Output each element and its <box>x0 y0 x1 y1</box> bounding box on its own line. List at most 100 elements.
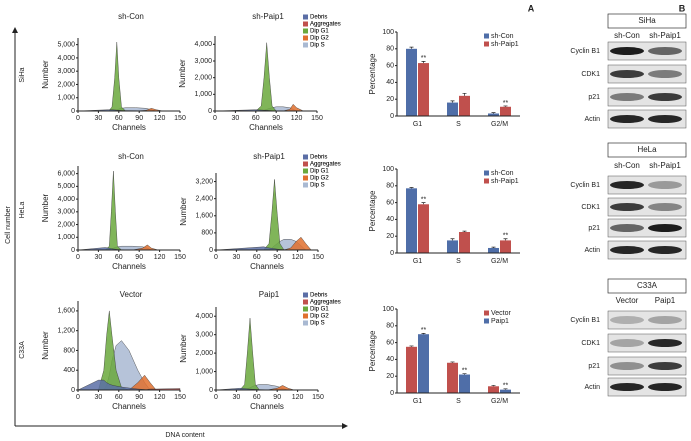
y-tick-label: 5,000 <box>57 183 75 190</box>
x-tick-label: 120 <box>154 394 166 401</box>
band <box>610 115 644 123</box>
x-tick-label: 120 <box>154 115 166 122</box>
blot-strip <box>607 87 687 107</box>
x-tick-label: 60 <box>252 115 260 122</box>
legend-label: Aggregates <box>310 162 341 168</box>
x-tick-label: 0 <box>76 254 80 261</box>
lane-label: sh-Con <box>614 31 640 40</box>
protein-label: p21 <box>588 94 600 101</box>
legend-label: sh-Con <box>491 33 514 40</box>
band <box>648 181 682 189</box>
x-tick-label: 120 <box>291 115 303 122</box>
significance: ** <box>503 233 509 240</box>
y-tick-label: 3,200 <box>195 178 213 185</box>
y-axis-label: Percentage <box>368 190 377 231</box>
y-tick-label: 0 <box>208 108 212 115</box>
x-tick-label: 150 <box>311 115 323 122</box>
x-tick-label: 150 <box>174 394 186 401</box>
x-tick-label: 60 <box>115 115 123 122</box>
legend-label: Debris <box>310 15 327 21</box>
panel-label: B <box>679 3 686 13</box>
legend-label: Dip S <box>310 321 325 327</box>
x-tick-label: 60 <box>115 254 123 261</box>
band <box>648 93 682 101</box>
error-bar <box>503 238 508 241</box>
error-bar <box>409 187 414 189</box>
x-axis-label: Channels <box>112 402 146 411</box>
legend-swatch <box>303 14 308 20</box>
legend-label: Dip S <box>310 321 325 327</box>
protein-label: Cyclin B1 <box>570 317 600 324</box>
y-tick-label: 4,000 <box>194 41 212 48</box>
legend-label: Aggregates <box>310 300 341 306</box>
error-bar <box>421 202 426 205</box>
legend-label: Dip G2 <box>310 36 329 42</box>
blot-strip <box>607 175 687 195</box>
row-label: C33A <box>19 341 26 359</box>
legend-swatch <box>303 313 308 319</box>
blot-strip <box>607 240 687 260</box>
y-tick-label: 0 <box>390 250 394 257</box>
x-tick-label: S <box>456 121 461 128</box>
error-bar <box>462 92 467 96</box>
legend-label: Dip S <box>310 43 325 49</box>
legend-swatch <box>484 41 489 47</box>
y-tick-label: 0 <box>71 108 75 115</box>
band <box>610 181 644 189</box>
legend-swatch <box>303 292 308 298</box>
y-tick-label: 1,000 <box>57 95 75 102</box>
blot-header: SiHa <box>638 16 656 25</box>
protein-label: p21 <box>588 363 600 370</box>
protein-label: Cyclin B1 <box>570 182 600 189</box>
y-tick-label: 6,000 <box>57 170 75 177</box>
legend-swatch <box>303 35 308 41</box>
chart-title: Vector <box>120 290 143 299</box>
y-axis-label: Number <box>179 197 188 226</box>
legend-swatch <box>303 320 308 326</box>
y-tick-label: 3,000 <box>194 58 212 65</box>
x-tick-label: 90 <box>135 115 143 122</box>
y-tick-label: 1,000 <box>57 234 75 241</box>
legend-label: Debris <box>310 155 327 161</box>
y-tick-label: 0 <box>71 387 75 394</box>
x-tick-label: 60 <box>253 254 261 261</box>
y-axis-label: Number <box>179 334 188 363</box>
y-tick-label: 60 <box>386 62 394 69</box>
error-bar <box>409 345 414 347</box>
y-tick-label: 0 <box>209 387 213 394</box>
legend-label: sh-Paip1 <box>491 178 519 185</box>
bar <box>459 374 470 393</box>
y-tick-label: 0 <box>390 113 394 120</box>
band <box>610 316 644 324</box>
legend-swatch <box>303 175 308 181</box>
band <box>648 339 682 347</box>
y-tick-label: 1,600 <box>195 213 213 220</box>
x-axis-label: Channels <box>250 262 284 271</box>
significance: ** <box>421 327 427 334</box>
protein-label: p21 <box>588 225 600 232</box>
y-tick-label: 60 <box>386 339 394 346</box>
y-tick-label: 20 <box>386 373 394 380</box>
x-tick-label: 30 <box>233 254 241 261</box>
x-tick-label: 30 <box>232 115 240 122</box>
y-tick-label: 80 <box>386 183 394 190</box>
x-tick-label: S <box>456 258 461 265</box>
x-tick-label: G2/M <box>491 398 508 405</box>
blot-strip <box>607 333 687 353</box>
legend-label: Debris <box>310 293 327 299</box>
blot-header-box <box>607 13 687 29</box>
lane-label: sh-Paip1 <box>649 161 681 170</box>
error-bar <box>450 361 455 363</box>
legend-label: Aggregates <box>310 22 341 28</box>
x-tick-label: 150 <box>174 254 186 261</box>
bar <box>447 362 458 393</box>
y-tick-label: 0 <box>209 247 213 254</box>
area <box>78 171 180 251</box>
x-tick-label: 30 <box>95 115 103 122</box>
blot-header-box <box>607 142 687 158</box>
bar <box>488 113 499 116</box>
area <box>216 318 318 391</box>
bar <box>500 240 511 253</box>
y-tick-label: 40 <box>386 79 394 86</box>
legend-label: Dip G1 <box>310 29 329 35</box>
